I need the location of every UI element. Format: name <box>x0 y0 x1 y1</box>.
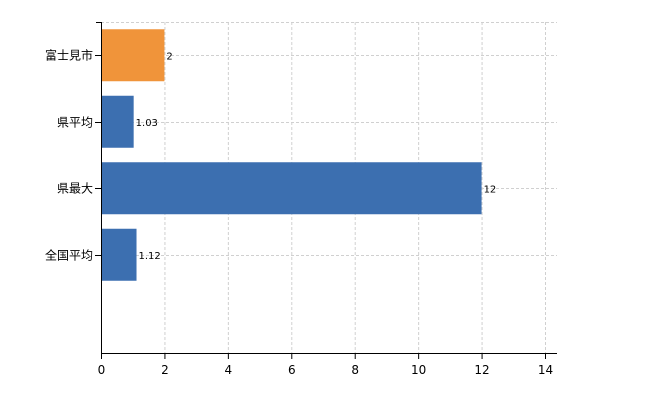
category-label: 全国平均 <box>45 248 93 263</box>
x-tick-label: 0 <box>98 363 106 377</box>
data-label: 1.03 <box>136 118 158 129</box>
x-tick-label: 14 <box>538 363 553 377</box>
category-label: 県平均 <box>57 116 93 130</box>
x-tick-label: 8 <box>351 363 359 377</box>
x-tick-label: 2 <box>161 363 169 377</box>
bar <box>102 29 165 82</box>
bars <box>102 29 482 281</box>
bar <box>102 162 482 215</box>
bar <box>102 95 134 148</box>
x-tick-label: 4 <box>225 363 233 377</box>
x-tick-label: 12 <box>474 363 489 377</box>
bar <box>102 228 137 281</box>
data-label: 1.12 <box>139 251 161 262</box>
data-label: 12 <box>484 184 497 195</box>
category-label: 県最大 <box>57 182 93 196</box>
axes <box>95 22 557 359</box>
x-tick-label: 6 <box>288 363 296 377</box>
x-tick-label: 10 <box>411 363 426 377</box>
category-label: 富士見市 <box>45 48 93 63</box>
data-label: 2 <box>166 51 172 62</box>
